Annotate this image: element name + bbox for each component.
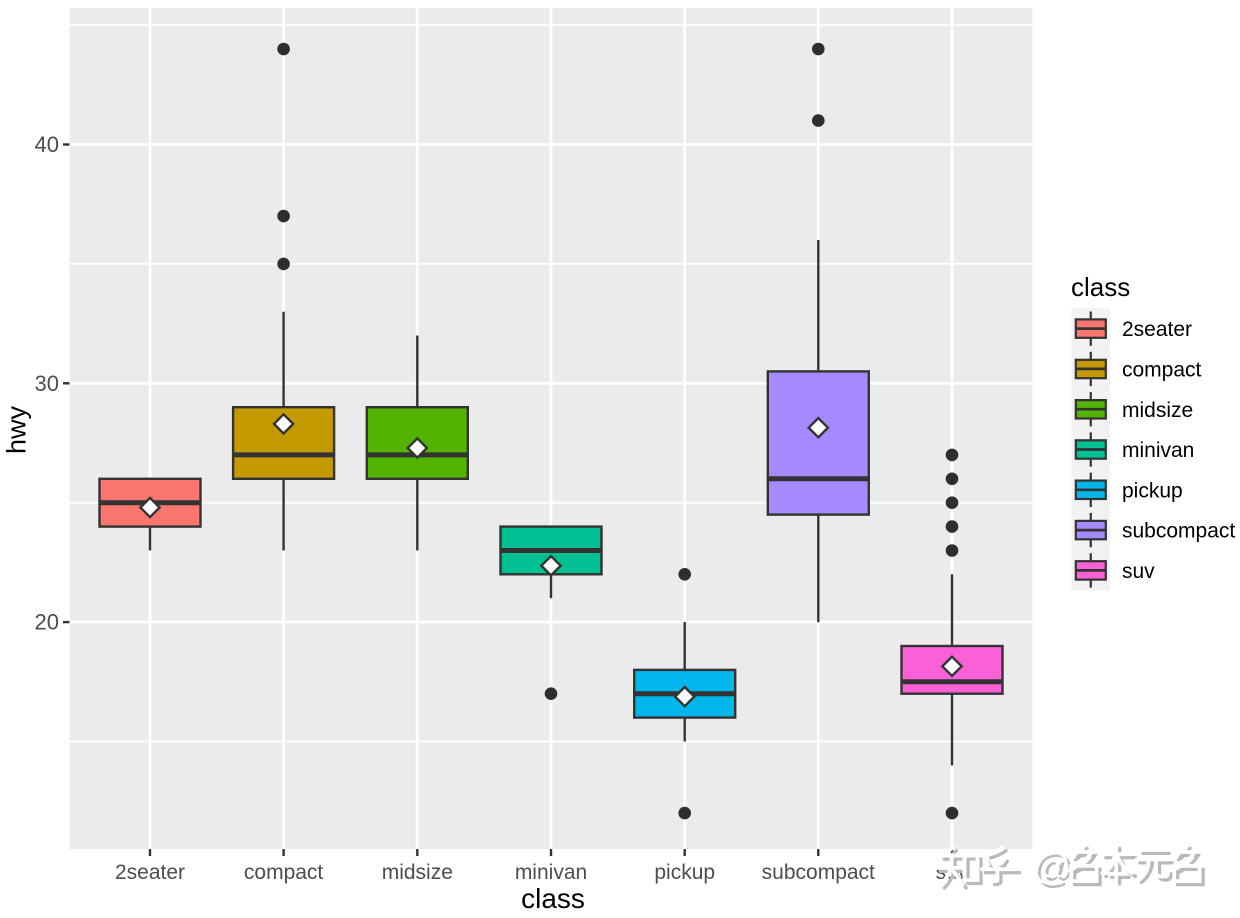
svg-text:midsize: midsize xyxy=(1122,399,1193,422)
svg-text:subcompact: subcompact xyxy=(762,861,875,884)
svg-text:2seater: 2seater xyxy=(1122,318,1192,341)
svg-text:suv: suv xyxy=(1122,560,1155,583)
svg-text:30: 30 xyxy=(35,371,59,396)
svg-text:subcompact: subcompact xyxy=(1122,520,1235,543)
svg-text:midsize: midsize xyxy=(382,861,453,884)
svg-text:hwy: hwy xyxy=(2,405,32,454)
svg-text:pickup: pickup xyxy=(654,861,715,884)
svg-text:40: 40 xyxy=(35,132,59,157)
svg-text:minivan: minivan xyxy=(515,861,587,884)
svg-text:minivan: minivan xyxy=(1122,439,1194,462)
svg-text:class: class xyxy=(521,883,585,914)
svg-text:pickup: pickup xyxy=(1122,479,1183,502)
svg-text:2seater: 2seater xyxy=(115,861,185,884)
svg-text:class: class xyxy=(1071,272,1130,302)
svg-text:20: 20 xyxy=(35,610,59,635)
svg-text:compact: compact xyxy=(1122,358,1202,381)
svg-text:@: @ xyxy=(1032,846,1072,889)
svg-text:compact: compact xyxy=(244,861,324,884)
